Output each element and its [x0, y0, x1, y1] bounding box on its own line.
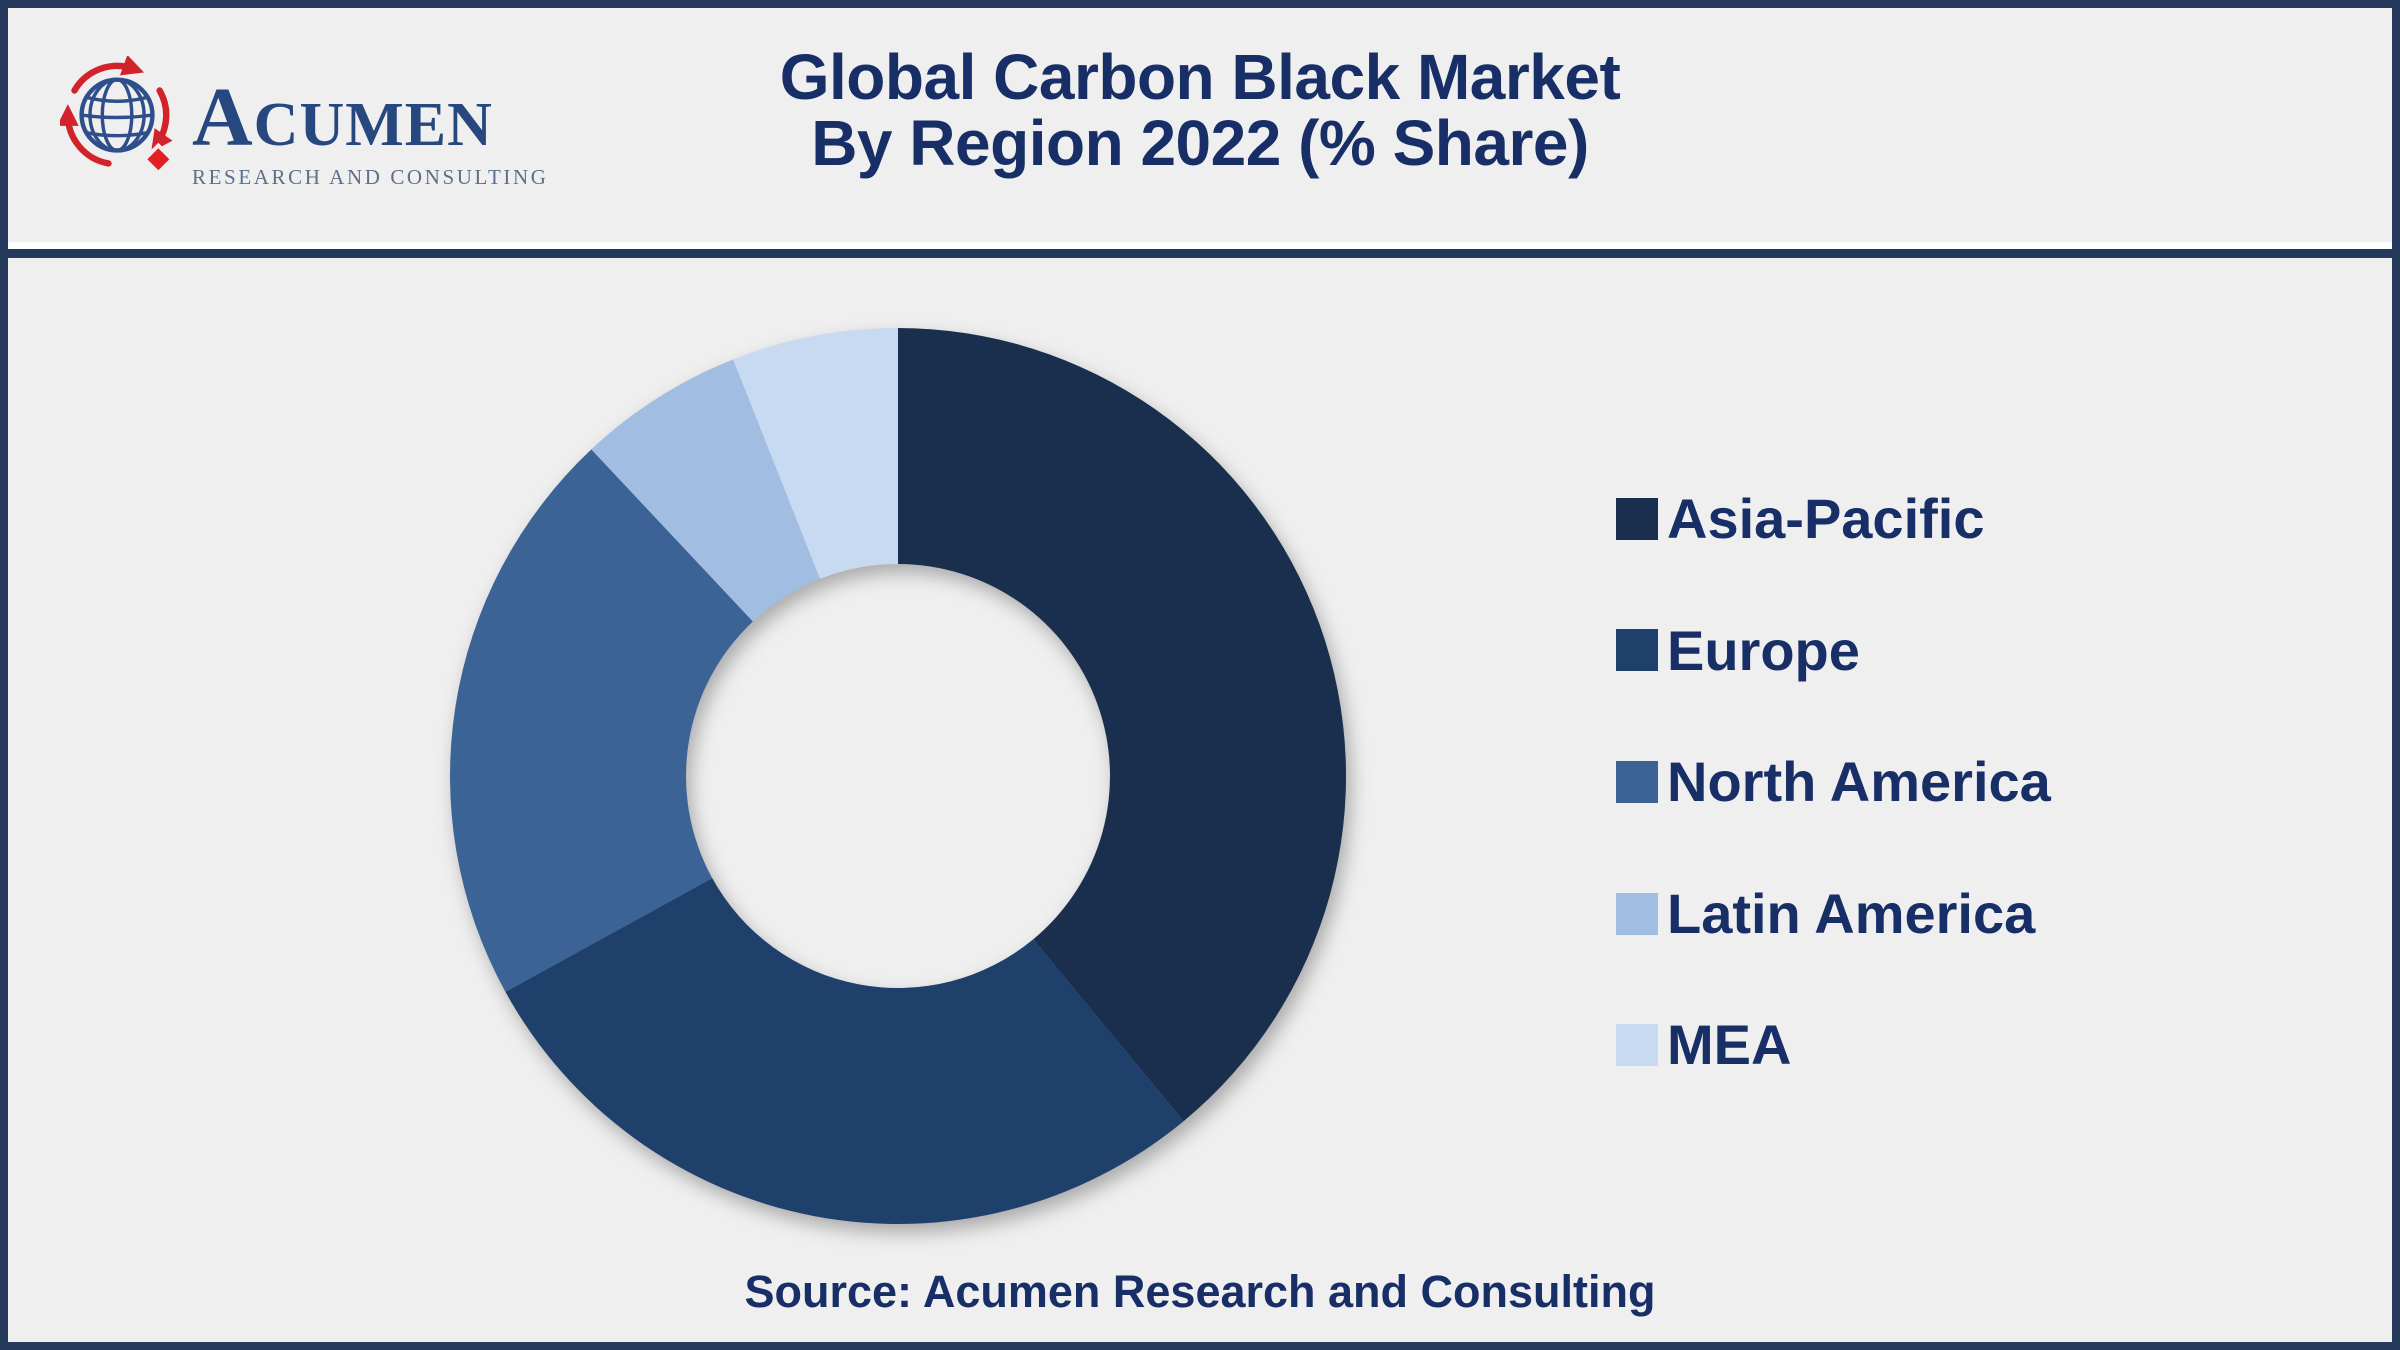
- legend-swatch-latin-america: [1616, 892, 1658, 935]
- brand-text: ACUMEN RESEARCH AND CONSULTING: [192, 56, 549, 188]
- header-divider-line: [8, 249, 2392, 258]
- legend-label-mea: MEA: [1667, 1013, 1792, 1077]
- legend-swatch-europe: [1616, 629, 1658, 672]
- legend-item-mea: MEA: [1616, 1014, 2051, 1076]
- legend-label-europe: Europe: [1667, 618, 1860, 682]
- chart-legend: Asia-Pacific Europe North America Latin Ame…: [1616, 488, 2051, 1076]
- donut-segment-mea: [733, 328, 898, 579]
- legend-swatch-asia-pacific: [1616, 497, 1658, 540]
- brand-tagline: RESEARCH AND CONSULTING: [192, 164, 549, 189]
- donut-segment-latin-america: [591, 359, 820, 622]
- legend-item-latin-america: Latin America: [1616, 883, 2051, 945]
- chart-title: Global Carbon Black Market By Region 202…: [8, 44, 2392, 177]
- legend-item-asia-pacific: Asia-Pacific: [1616, 488, 2051, 550]
- acumen-globe-icon: [60, 56, 175, 176]
- header-divider-gap: [8, 242, 2392, 249]
- donut-chart: [450, 328, 1346, 1224]
- donut-segment-europe: [505, 878, 1184, 1224]
- legend-label-latin-america: Latin America: [1667, 881, 2036, 945]
- donut-segment-north-america: [450, 449, 753, 992]
- brand-logo: ACUMEN RESEARCH AND CONSULTING: [60, 56, 549, 188]
- legend-label-asia-pacific: Asia-Pacific: [1667, 487, 1985, 550]
- source-attribution: Source: Acumen Research and Consulting: [744, 1266, 1656, 1317]
- legend-swatch-mea: [1616, 1024, 1658, 1067]
- legend-label-north-america: North America: [1667, 750, 2051, 814]
- donut-segment-asia-pacific: [898, 328, 1346, 1122]
- legend-item-europe: Europe: [1616, 618, 2051, 682]
- legend-item-north-america: North America: [1616, 751, 2051, 813]
- brand-name: ACUMEN: [192, 71, 493, 164]
- chart-title-line1: Global Carbon Black Market: [779, 41, 1621, 113]
- legend-swatch-north-america: [1616, 760, 1658, 803]
- chart-title-line2: By Region 2022 (% Share): [811, 107, 1589, 180]
